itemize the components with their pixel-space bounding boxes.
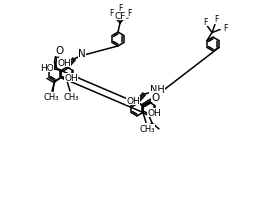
Text: F: F <box>214 15 218 24</box>
Text: CH₃: CH₃ <box>63 93 79 102</box>
Text: O: O <box>55 46 63 56</box>
Text: OH: OH <box>126 97 140 105</box>
Text: F: F <box>203 18 207 27</box>
Text: F: F <box>118 4 122 13</box>
Text: F: F <box>127 8 131 18</box>
Text: N: N <box>78 49 86 59</box>
Text: F: F <box>223 24 227 33</box>
Text: CH₃: CH₃ <box>43 93 59 102</box>
Text: NH: NH <box>150 85 164 95</box>
Text: CF₃: CF₃ <box>114 12 130 20</box>
Text: O: O <box>152 92 160 102</box>
Text: OH: OH <box>57 59 71 68</box>
Text: CH₃: CH₃ <box>139 124 155 133</box>
Text: F: F <box>109 8 113 18</box>
Text: OH: OH <box>147 108 161 117</box>
Text: OH: OH <box>64 74 78 83</box>
Text: HO: HO <box>40 64 54 73</box>
